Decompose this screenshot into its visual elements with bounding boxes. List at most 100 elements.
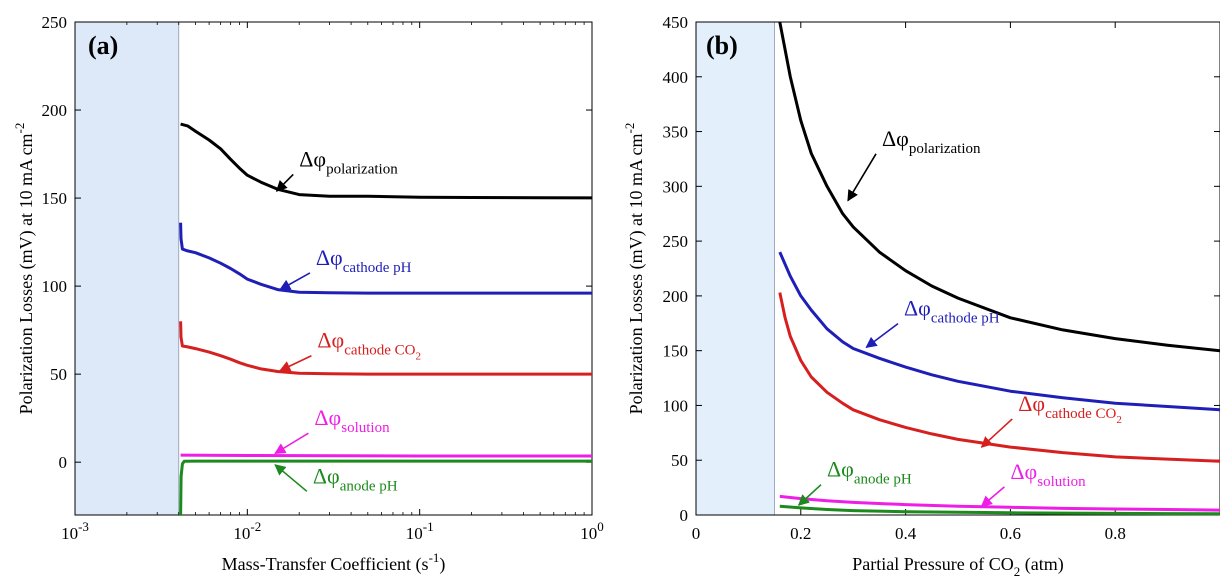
series-label: Δφcathode pH — [904, 296, 1000, 327]
series-line — [779, 504, 1220, 516]
series-line — [778, 251, 1220, 412]
series-label-sub: cathode pH — [343, 260, 412, 276]
series-annotation-arrow — [274, 464, 308, 492]
y-tick-label: 0 — [59, 453, 68, 472]
series-label-main: Δφ — [904, 296, 931, 321]
y-tick-label: 400 — [663, 68, 689, 87]
series-label-main: Δφ — [882, 126, 909, 151]
y-tick-label: 150 — [42, 189, 68, 208]
series-annotation-arrow — [797, 484, 822, 506]
series-annotation-arrow — [279, 272, 311, 291]
series-label-main: Δφ — [827, 457, 854, 482]
shaded-region — [74, 21, 180, 516]
y-tick-label: 250 — [42, 13, 68, 32]
x-axis-label-sub: 2 — [1014, 564, 1021, 579]
x-axis-label-sup: -1 — [429, 550, 440, 565]
series-label-main: Δφ — [299, 146, 326, 171]
x-tick-exponent: -1 — [423, 519, 434, 534]
y-tick-label: 100 — [42, 277, 68, 296]
series-line — [180, 453, 592, 458]
x-axis-label-main: Partial Pressure of CO — [852, 554, 1013, 574]
y-tick-label: 0 — [680, 506, 689, 525]
x-tick-label: 10-3 — [61, 519, 89, 543]
series-label-main: Δφ — [316, 245, 343, 270]
x-axis-label-main: Mass-Transfer Coefficient (s — [222, 554, 429, 575]
series-label-main: Δφ — [1010, 459, 1037, 484]
x-axis-label-end: (atm) — [1020, 554, 1063, 575]
y-axis-label: Polarization Losses (mV) at 10 mA cm-2 — [12, 123, 37, 415]
x-tick-base: 10 — [61, 524, 78, 543]
y-axis-label: Polarization Losses (mV) at 10 mA cm-2 — [622, 123, 647, 415]
y-axis-label-main: Polarization Losses (mV) at 10 mA cm — [16, 133, 37, 414]
series-label-main: Δφ — [1018, 391, 1045, 416]
series-label: Δφanode pH — [313, 463, 398, 494]
series-label: Δφcathode pH — [316, 245, 412, 276]
series-label: Δφanode pH — [827, 457, 912, 488]
x-axis-label: Partial Pressure of CO2 (atm) — [852, 554, 1063, 579]
series-label-sub: cathode CO — [344, 343, 415, 359]
series-label: Δφpolarization — [882, 126, 981, 157]
y-tick-label: 100 — [663, 396, 689, 415]
series-annotation-arrow — [980, 418, 1013, 448]
series-label-main: Δφ — [314, 405, 341, 430]
y-tick-label: 350 — [663, 123, 689, 142]
series-annotation-arrow — [865, 322, 899, 349]
y-axis-label-sup: -2 — [12, 123, 27, 134]
y-tick-label: 50 — [671, 451, 688, 470]
series-label-sub: anode pH — [340, 478, 398, 494]
series-label-sub: anode pH — [854, 472, 912, 488]
x-tick-label: 0.4 — [895, 524, 917, 543]
panel-label: (a) — [88, 31, 118, 60]
series-label: Δφcathode CO2 — [1018, 391, 1122, 426]
series-label-sub: solution — [341, 420, 390, 436]
axes-frame — [695, 21, 1220, 516]
x-tick-exponent: -3 — [78, 519, 89, 534]
series-label-sub: polarization — [909, 141, 981, 157]
series-label-sub: cathode pH — [931, 311, 1000, 327]
axes-frame — [74, 21, 593, 516]
x-tick-label: 0.2 — [790, 524, 811, 543]
series-label-sub: cathode CO — [1045, 406, 1116, 422]
series-label-sub: solution — [1037, 474, 1086, 490]
x-tick-label: 0.8 — [1105, 524, 1126, 543]
y-axis-label-main: Polarization Losses (mV) at 10 mA cm — [626, 133, 647, 414]
series-line — [179, 321, 592, 376]
y-tick-label: 50 — [50, 365, 67, 384]
panel-label: (b) — [706, 31, 738, 60]
series-label-main: Δφ — [313, 463, 340, 488]
series-label-sub2: 2 — [1116, 414, 1122, 426]
series-annotation-arrow — [274, 432, 309, 455]
series-label-sub: polarization — [326, 161, 398, 177]
y-tick-label: 450 — [663, 13, 689, 32]
series-label: Δφcathode CO2 — [317, 328, 421, 363]
x-tick-base: 10 — [580, 524, 597, 543]
y-tick-label: 200 — [663, 287, 689, 306]
x-tick-label: 10-2 — [233, 519, 261, 543]
series-label: Δφsolution — [1010, 459, 1086, 490]
series-line — [778, 292, 1220, 463]
x-tick-exponent: 0 — [597, 519, 604, 534]
series-label: Δφpolarization — [299, 146, 398, 177]
x-tick-label: 0.6 — [1000, 524, 1021, 543]
series-label: Δφsolution — [314, 405, 390, 436]
x-tick-label: 0 — [692, 524, 701, 543]
series-line — [778, 21, 1220, 353]
y-tick-label: 150 — [663, 342, 689, 361]
series-line — [180, 122, 593, 200]
x-tick-base: 10 — [233, 524, 250, 543]
series-line — [779, 494, 1220, 512]
series-label-sub2: 2 — [415, 351, 421, 363]
series-line — [179, 222, 592, 295]
y-tick-label: 250 — [663, 232, 689, 251]
y-tick-label: 200 — [42, 101, 68, 120]
y-axis-label-sup: -2 — [622, 123, 637, 134]
x-tick-exponent: -2 — [250, 519, 261, 534]
series-annotation-arrow — [847, 153, 877, 202]
series-line — [179, 459, 592, 516]
series-label-main: Δφ — [317, 328, 344, 353]
x-tick-label: 100 — [580, 519, 604, 543]
series-annotation-arrow — [275, 173, 294, 192]
